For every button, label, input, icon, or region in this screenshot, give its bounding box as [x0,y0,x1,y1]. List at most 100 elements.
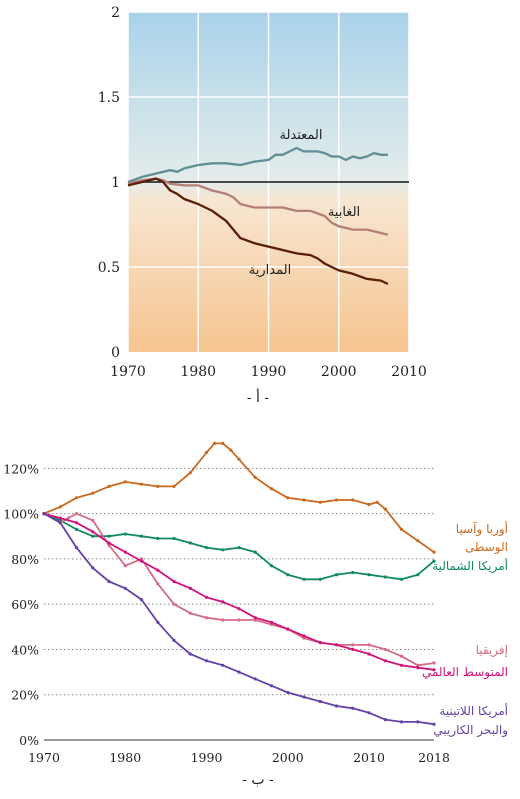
chart-b-y-tick-120: 120% [3,461,39,476]
chart-b-point-europe-central-asia [383,507,387,511]
chart-b-point-latin-america-caribbean [416,720,420,724]
chart-b-point-africa [416,663,420,667]
chart-b-point-north-america [237,546,241,550]
chart-b-point-north-america [139,534,144,538]
chart-b-point-global-average [74,521,79,525]
chart-b-point-europe-central-asia [334,498,339,502]
chart-b-tick-labels: 0% 20% 40% 60% 80% 100% 120% 1970 1980 1990 2000 20… [3,461,450,765]
chart-b-point-global-average [432,668,436,672]
chart-b-point-global-average [367,652,371,656]
chart-b-point-africa [383,647,387,652]
chart-b-series-label-latin-america-caribbean: أمريكا اللاتينية [439,703,508,719]
chart-b-point-global-average [416,666,420,670]
chart-b-point-europe-central-asia [213,441,217,445]
chart-b-point-north-america [318,577,322,581]
chart-b-point-global-average [253,616,257,620]
chart-b-point-latin-america-caribbean [237,670,241,674]
chart-b-point-north-america [334,573,339,577]
chart-b-point-north-america [253,550,257,554]
chart-b-x-tick-2010: 2010 [353,750,385,765]
chart-b-point-global-average [383,659,387,663]
chart-a-x-tick-2010: 2010 [391,364,427,380]
chart-a-series [127,146,389,286]
chart-a-y-tick-0-5: 0.5 [98,260,120,276]
chart-b-point-africa [399,654,404,658]
chart-b-point-africa [237,618,241,622]
chart-a-y-tick-0: 0 [111,345,120,361]
chart-b-point-europe-central-asia [221,441,225,445]
chart-b-point-latin-america-caribbean [399,720,404,724]
chart-b-point-latin-america-caribbean [351,706,355,710]
chart-b-point-latin-america-caribbean [286,690,290,695]
chart-b-point-north-america [367,573,371,577]
chart-b-point-global-average [221,600,225,604]
chart-b-series-label-global-average: المتوسط العالمي [422,665,508,680]
chart-b-y-tick-0: 0% [19,733,39,748]
chart-b-point-global-average [172,579,176,584]
chart-b-point-europe-central-asia [74,496,79,500]
chart-b-point-europe-central-asia [399,527,404,532]
chart-b-point-latin-america-caribbean [383,718,387,722]
chart-b-point-north-america [221,548,225,552]
chart-b-series-labels: أوربا وآسيا الوسطى أمريكا الشمالية إفريقيا ا… [422,521,508,738]
chart-b-point-africa [123,564,127,568]
chart-b-point-north-america [432,559,436,563]
chart-b-y-tick-100: 100% [3,507,39,522]
chart-b-point-latin-america-caribbean [172,638,176,643]
chart-b-point-north-america [399,577,404,581]
chart-b-series-line-europe-central-asia [43,442,435,553]
chart-b-point-north-america [286,573,290,577]
chart-b-point-north-america [269,564,274,568]
chart-a-series-line-temperate [127,146,388,184]
chart-b-point-latin-america-caribbean [221,663,225,667]
chart-b-point-europe-central-asia [253,475,257,479]
chart-b-point-europe-central-asia [204,450,209,455]
chart-b-y-tick-40: 40% [11,642,39,657]
chart-b-point-africa [432,661,436,665]
chart-b-point-global-average [286,627,290,631]
chart-b-x-tick-1970: 1970 [28,750,60,765]
chart-b-point-global-average [123,550,127,554]
chart-b-series-label-europe-central-asia: أوربا وآسيا [456,521,508,537]
chart-b-point-north-america [204,546,209,550]
chart-b-point-latin-america-caribbean [432,722,436,726]
chart-b-point-north-america [188,541,192,545]
chart-b-point-europe-central-asia [188,471,192,475]
chart-b-point-europe-central-asia [156,484,160,488]
chart-b-point-latin-america-caribbean [139,598,144,602]
chart-b-point-africa [107,543,111,547]
chart-b-point-global-average [107,541,111,545]
chart-b-point-latin-america-caribbean [204,659,209,663]
chart-b-point-europe-central-asia [229,448,233,452]
chart-b-point-europe-central-asia [237,457,241,461]
chart-b-point-europe-central-asia [123,480,127,484]
chart-a-tick-labels: 1970 1980 1990 2000 2010 0 0.5 1 1.5 2 [98,5,427,380]
chart-b-point-europe-central-asia [367,502,371,507]
chart-b-point-africa [66,516,70,520]
chart-b-point-north-america [74,527,79,532]
chart-a-series-label-forest: الغابية [328,205,360,220]
chart-b-point-latin-america-caribbean [302,695,306,699]
chart-b-x-tick-1990: 1990 [191,750,223,765]
chart-b-panel-label: - ب - [242,772,274,788]
chart-b-series-line-africa [43,512,435,667]
chart-b-point-latin-america-caribbean [367,711,371,715]
chart-b-point-global-average [334,643,339,647]
chart-b-point-europe-central-asia [302,498,306,502]
chart-b-point-north-america [91,534,95,538]
chart-a-y-tick-2: 2 [111,5,120,21]
chart-b-point-latin-america-caribbean [188,652,192,656]
chart-b-point-europe-central-asia [375,500,379,504]
chart-b-point-latin-america-caribbean [253,677,257,681]
chart-b-point-europe-central-asia [269,487,274,491]
chart-b-point-global-average [156,568,160,572]
chart-b-point-latin-america-caribbean [91,566,95,570]
chart-b-point-latin-america-caribbean [107,579,111,584]
chart-b-point-europe-central-asia [139,482,144,486]
chart-b-series-label-latin-america-caribbean: والبحر الكاريبي [433,723,508,738]
chart-b-point-europe-central-asia [432,550,436,554]
chart-b-point-africa [204,616,209,620]
chart-b-point-north-america [156,536,160,541]
chart-b-point-north-america [302,577,306,581]
